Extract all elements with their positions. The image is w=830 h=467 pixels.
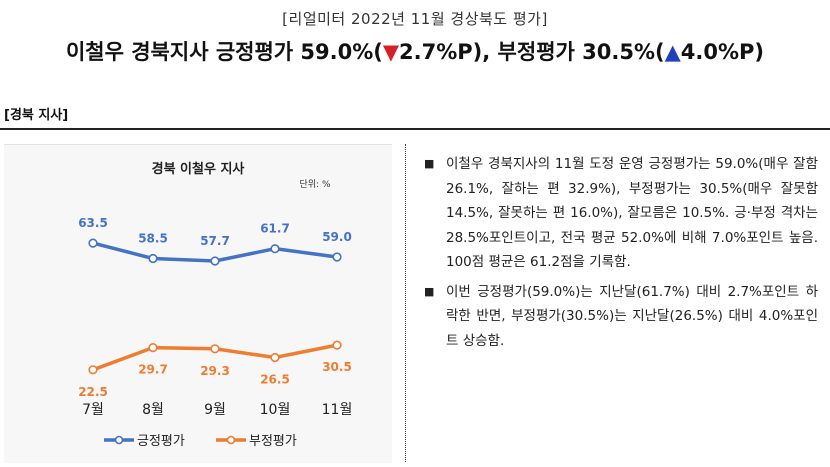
report-subtitle: [리얼미터 2022년 11월 경상북도 평가] (282, 10, 548, 28)
down-triangle-icon: ▼ (382, 40, 400, 64)
data-point (148, 343, 158, 353)
data-point (148, 253, 158, 264)
bullet-item-1: ■ 이철우 경북지사의 11월 도정 운영 긍정평가는 59.0%(매우 잘함 … (418, 152, 818, 275)
summary-bullets: ■ 이철우 경북지사의 11월 도정 운영 긍정평가는 59.0%(매우 잘함 … (418, 152, 818, 358)
chart-panel: 경북 이철우 지사 단위: % 63.5 58.5 57.7 61.7 59.0 22.5… (4, 144, 392, 463)
x-tick-label: 9월 (204, 402, 226, 418)
section-divider (0, 128, 830, 130)
bullet-text-1: 이철우 경북지사의 11월 도정 운영 긍정평가는 59.0%(매우 잘함 26… (446, 156, 818, 270)
headline-up-value: 4.0%P (680, 40, 755, 64)
data-label: 29.7 (138, 363, 168, 377)
data-label: 59.0 (322, 230, 352, 244)
series-2: 22.5 29.7 29.3 26.5 30.5 (78, 340, 352, 399)
x-tick-label: 7월 (82, 402, 104, 418)
up-triangle-icon: ▲ (664, 40, 681, 64)
data-label: 61.7 (260, 222, 290, 236)
data-point (210, 256, 220, 266)
data-point (210, 344, 220, 354)
data-label: 22.5 (78, 385, 108, 399)
line-chart: 경북 이철우 지사 단위: % 63.5 58.5 57.7 61.7 59.0 22.5… (78, 161, 352, 449)
headline-part-positive: 이철우 경북지사 긍정평가 59.0%( (65, 40, 383, 64)
legend-label: 긍정평가 (137, 434, 185, 449)
x-tick-label: 8월 (142, 402, 164, 418)
chart-legend: 긍정평가 부정평가 (104, 434, 297, 449)
legend-label: 부정평가 (249, 434, 297, 449)
column-divider (405, 144, 406, 462)
chart-title: 경북 이철우 지사 (152, 161, 245, 177)
square-bullet-icon: ■ (424, 157, 435, 170)
data-label: 30.5 (322, 360, 352, 374)
x-tick-label: 11월 (322, 402, 353, 418)
data-point (332, 340, 342, 350)
chart-unit-label: 단위: % (299, 179, 330, 190)
series-layer: 63.5 58.5 57.7 61.7 59.0 22.5 29.7 29.3 26.5 30.5 (78, 216, 352, 399)
data-label: 57.7 (200, 234, 230, 248)
data-label: 26.5 (260, 373, 290, 387)
legend-item: 부정평가 (216, 434, 297, 449)
report-headline: 이철우 경북지사 긍정평가 59.0%(▼2.7%P), 부정평가 30.5%(… (0, 36, 830, 66)
series-1: 63.5 58.5 57.7 61.7 59.0 (78, 216, 352, 266)
data-point (270, 244, 280, 254)
headline-part-negative: ), 부정평가 30.5%( (472, 40, 665, 64)
legend-item: 긍정평가 (104, 434, 185, 449)
bullet-item-2: ■ 이번 긍정평가(59.0%)는 지난달(61.7%) 대비 2.7%포인트 … (418, 280, 818, 354)
legend-marker (226, 435, 236, 445)
x-tick-label: 10월 (260, 402, 291, 418)
legend-marker (114, 435, 124, 445)
data-point (88, 238, 98, 248)
data-point (88, 365, 98, 375)
data-label: 58.5 (138, 232, 168, 246)
data-label: 29.3 (200, 364, 230, 378)
data-label: 63.5 (78, 216, 108, 230)
bullet-text-2: 이번 긍정평가(59.0%)는 지난달(61.7%) 대비 2.7%포인트 하락… (446, 283, 818, 349)
headline-down-value: 2.7%P (399, 40, 473, 64)
data-point (332, 252, 342, 262)
data-point (270, 352, 280, 363)
square-bullet-icon: ■ (424, 284, 435, 298)
headline-close: ) (754, 40, 765, 64)
x-axis-labels: 7월 8월 9월 10월 11월 (82, 402, 352, 418)
section-label: [경북 지사] (4, 108, 69, 123)
